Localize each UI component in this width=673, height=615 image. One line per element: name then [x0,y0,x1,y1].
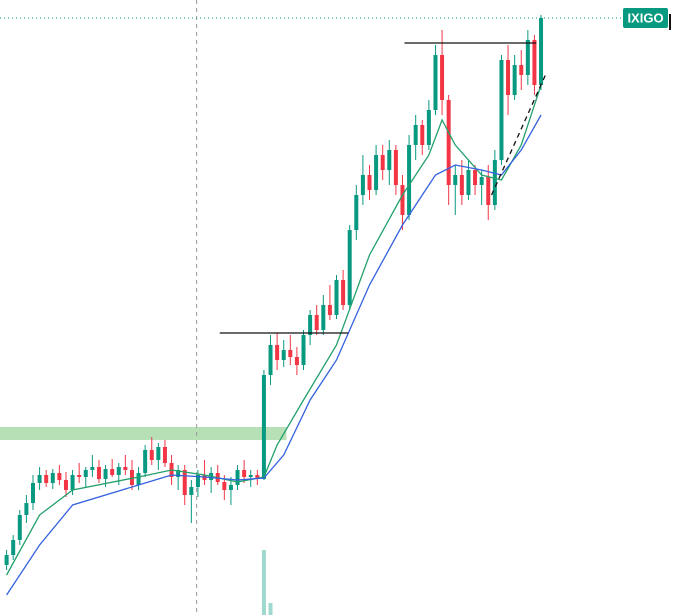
candle-body [334,280,339,315]
candle-body [90,467,95,470]
candle-body [4,555,9,565]
candle-body [360,175,365,195]
candle-body [446,100,451,185]
candle-body [486,177,491,205]
candle-body [492,160,497,205]
candle-body [539,18,544,85]
candle-body [30,483,35,503]
candle-body [387,150,392,170]
candle-body [63,480,68,490]
candle-body [440,55,445,100]
candle-body [222,482,227,490]
candle-body [288,350,293,357]
candle-body [341,280,346,305]
candle-body [308,315,313,335]
candle-body [301,335,306,365]
candle-body [314,315,319,330]
candle-body [195,475,200,487]
candle-body [393,150,398,185]
candle-body [327,305,332,315]
candle-body [413,125,418,145]
candle-body [294,357,299,365]
candle-body [242,470,247,477]
candle-body [426,110,431,145]
candle-body [24,503,29,515]
candle-body [17,515,22,540]
candle-body [162,447,167,463]
candle-body [77,475,82,477]
moving-average-line [6,84,542,576]
candle-body [136,473,141,485]
candle-body [499,60,504,160]
candle-body [512,65,517,95]
candle-body [459,175,464,195]
candle-body [44,475,49,483]
candle-body [235,470,240,485]
moving-average-line [6,114,542,596]
candle-body [479,177,484,185]
candle-body [248,475,253,477]
candle-body [103,469,108,479]
candle-body [143,450,148,473]
candle-body [275,345,280,360]
candle-body [110,469,115,475]
symbol-label: IXIGO [627,10,663,25]
candle-body [433,55,438,110]
candle-body [400,185,405,215]
candle-body [281,350,286,360]
candle-body [116,467,121,475]
candle-body [407,145,412,215]
candle-body [268,345,273,375]
candle-body [255,475,260,479]
candle-body [37,475,42,483]
candle-body [96,467,101,479]
candle-body [473,170,478,185]
candle-body [380,155,385,170]
candle-body [532,40,537,85]
symbol-badge [623,8,668,28]
candle-body [156,447,161,460]
volume-bar [268,603,273,615]
candle-body [367,175,372,190]
candle-body [182,470,187,495]
candle-body [453,175,458,185]
candle-body [519,65,524,75]
candle-body [347,230,352,305]
candle-body [11,540,16,555]
candle-body [176,470,181,477]
candle-body [57,473,62,480]
candle-body [525,40,530,75]
candle-body [354,195,359,230]
candle-body [129,470,134,485]
candle-body [321,305,326,330]
candle-body [149,450,154,460]
candle-body [374,155,379,190]
volume-bar [261,550,266,615]
candle-body [420,125,425,145]
candle-body [189,487,194,495]
candle-body [466,170,471,195]
candle-body [506,60,511,95]
candle-body [50,473,55,483]
candle-body [228,485,233,490]
candle-body [83,470,88,477]
candle-body [123,467,128,470]
trend-line [490,72,547,196]
support-zone [0,427,287,440]
candle-body [70,475,75,490]
candle-body [261,375,266,479]
